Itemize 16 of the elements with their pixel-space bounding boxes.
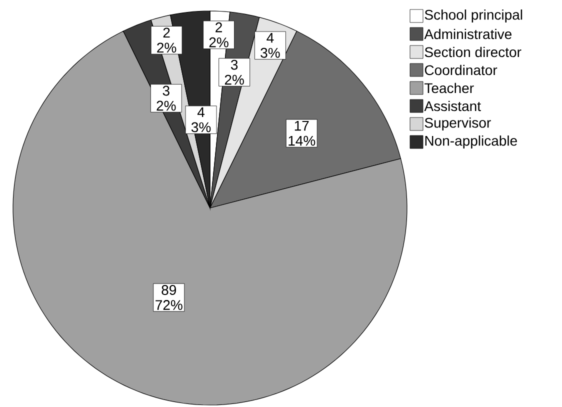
legend-label: Teacher <box>424 82 474 94</box>
legend-label: School principal <box>424 9 522 23</box>
data-label: 17 14% <box>288 120 316 146</box>
legend-label: Non-applicable <box>425 135 517 149</box>
data-label: 2 2% <box>209 22 228 48</box>
data-label: 4 3% <box>260 33 280 58</box>
data-label: 2 2% <box>157 28 176 53</box>
legend-label: Supervisor <box>424 117 491 131</box>
legend-label: Assistant <box>424 100 481 112</box>
legend-label: Section director <box>424 46 522 58</box>
legend-label: Administrative <box>424 28 512 40</box>
data-label: 3 2% <box>156 86 176 111</box>
legend-label: Coordinator <box>424 64 498 76</box>
data-label: 3 2% <box>224 60 244 85</box>
data-label: 89 72% <box>156 285 182 310</box>
data-label: 4 3% <box>191 107 211 132</box>
